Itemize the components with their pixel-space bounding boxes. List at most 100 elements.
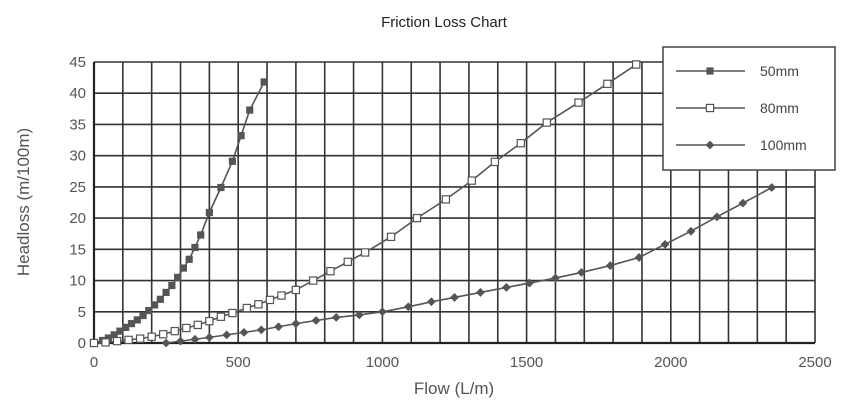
- data-point: [112, 336, 122, 346]
- data-point: [542, 118, 551, 127]
- y-tick-label: 15: [69, 241, 86, 258]
- data-point: [412, 213, 422, 223]
- y-tick-label: 0: [78, 335, 86, 352]
- x-tick-labels: 0 500 1000 1500 2000 2500: [90, 354, 832, 371]
- data-point: [185, 255, 193, 263]
- series-100mm: [161, 183, 777, 348]
- data-point: [145, 306, 153, 315]
- data-point: [502, 283, 511, 292]
- data-point: [242, 303, 252, 313]
- data-point: [360, 248, 370, 257]
- data-point: [574, 98, 583, 107]
- data-point: [127, 320, 136, 328]
- data-point: [603, 79, 612, 89]
- legend-label: 100mm: [760, 137, 807, 153]
- data-point: [378, 307, 387, 317]
- data-point: [182, 323, 191, 333]
- data-point: [291, 319, 301, 329]
- legend-item: 80mm: [676, 100, 799, 116]
- data-point: [516, 138, 526, 148]
- y-tick-label: 10: [69, 273, 86, 290]
- data-point: [686, 226, 696, 236]
- y-tick-label: 20: [69, 210, 86, 227]
- data-point: [191, 243, 199, 252]
- data-point: [222, 330, 232, 340]
- data-point: [660, 239, 670, 249]
- data-point: [190, 334, 200, 344]
- grid: [94, 61, 816, 343]
- data-point: [228, 308, 237, 318]
- y-tick-label: 30: [69, 148, 86, 165]
- data-point: [705, 103, 715, 113]
- legend-label: 80mm: [760, 100, 799, 116]
- data-point: [156, 295, 164, 303]
- data-point: [738, 198, 748, 208]
- y-tick-labels: 0 5 10 15 20 25 30 35 40 45: [69, 54, 86, 352]
- data-point: [101, 338, 110, 347]
- data-point: [291, 285, 301, 295]
- legend-label: 50mm: [760, 63, 799, 79]
- x-tick-label: 1500: [510, 354, 543, 371]
- data-point: [260, 78, 268, 86]
- data-point: [124, 335, 133, 345]
- data-point: [159, 330, 168, 339]
- chart-title: Friction Loss Chart: [381, 14, 508, 31]
- series-line: [165, 186, 773, 344]
- x-tick-label: 0: [90, 354, 98, 371]
- data-point: [205, 316, 214, 326]
- legend-item: 50mm: [676, 63, 799, 79]
- data-point: [176, 336, 185, 346]
- data-point: [605, 261, 615, 270]
- data-point: [450, 293, 459, 302]
- data-point: [343, 257, 352, 267]
- data-point: [228, 157, 237, 165]
- data-point: [551, 273, 560, 283]
- x-tick-label: 500: [226, 354, 251, 371]
- data-point: [331, 312, 341, 322]
- data-point: [204, 332, 214, 342]
- data-point: [576, 268, 586, 277]
- data-point: [265, 295, 275, 305]
- data-point: [168, 281, 176, 290]
- y-axis-label: Headloss (m/100m): [14, 128, 33, 276]
- data-point: [179, 264, 188, 272]
- data-point: [217, 183, 225, 192]
- data-point: [162, 288, 170, 297]
- x-tick-label: 2000: [654, 354, 687, 371]
- data-point: [205, 208, 213, 217]
- y-tick-label: 45: [69, 54, 86, 71]
- data-point: [427, 297, 436, 307]
- data-point: [133, 316, 141, 324]
- data-point: [110, 331, 118, 339]
- data-point: [193, 320, 203, 330]
- data-point: [161, 338, 171, 348]
- data-point: [216, 312, 226, 321]
- series-group: [89, 60, 777, 348]
- data-point: [476, 288, 485, 297]
- data-point: [490, 157, 500, 167]
- data-point: [277, 291, 286, 300]
- data-point: [197, 231, 205, 239]
- data-point: [274, 322, 283, 332]
- data-point: [706, 67, 714, 75]
- data-point: [150, 301, 159, 309]
- data-point: [237, 132, 245, 140]
- data-point: [311, 316, 321, 325]
- data-point: [104, 334, 113, 342]
- data-point: [354, 310, 364, 320]
- data-point: [135, 334, 145, 343]
- data-point: [254, 300, 263, 309]
- data-point: [308, 276, 318, 285]
- legend: 50mm 80mm 100mm: [662, 46, 836, 171]
- data-point: [525, 278, 534, 288]
- data-point: [441, 195, 451, 204]
- data-point: [239, 327, 249, 337]
- data-point: [403, 302, 413, 312]
- data-point: [246, 106, 254, 114]
- data-point: [634, 253, 644, 262]
- data-point: [767, 183, 777, 192]
- data-point: [147, 332, 156, 341]
- y-tick-label: 40: [69, 85, 86, 102]
- data-point: [256, 325, 266, 335]
